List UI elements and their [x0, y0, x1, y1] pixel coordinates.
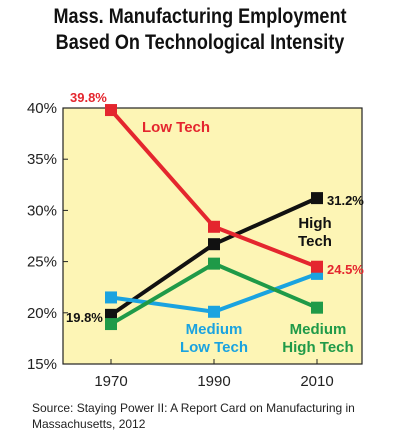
y-tick-label: 35% [27, 151, 57, 168]
source-note: Source: Staying Power II: A Report Card … [32, 401, 355, 431]
y-tick-label: 40% [27, 100, 57, 117]
chart-title: Mass. Manufacturing Employment Based On … [28, 4, 372, 56]
chart-title-line-1: Mass. Manufacturing Employment [53, 5, 347, 28]
data-point-medium-high-tech [208, 257, 220, 270]
data-point-medium-high-tech [311, 301, 323, 314]
series-label: Tech [298, 233, 332, 250]
chart-title-line-2: Based On Technological Intensity [55, 31, 345, 54]
y-tick-label: 25% [27, 254, 57, 271]
data-point-high-tech [208, 238, 220, 251]
data-point-medium-high-tech [105, 318, 117, 331]
y-tick-label: 30% [27, 202, 57, 219]
data-point-medium-low-tech [208, 305, 220, 318]
data-point-medium-low-tech [105, 291, 117, 304]
data-point-low-tech [105, 104, 117, 117]
data-label: 39.8% [70, 90, 107, 105]
series-label: Medium [290, 321, 347, 338]
data-label: 19.8% [66, 310, 103, 325]
x-tick-label: 2010 [300, 373, 333, 390]
y-tick-label: 20% [27, 305, 57, 322]
data-point-high-tech [105, 308, 117, 321]
data-point-low-tech [311, 260, 323, 273]
series-label: Low Tech [180, 339, 248, 356]
y-tick-label: 15% [27, 356, 57, 373]
series-label: Low Tech [142, 119, 210, 136]
series-label: High Tech [282, 339, 353, 356]
series-label: Medium [186, 321, 243, 338]
x-tick-label: 1970 [94, 373, 127, 390]
x-tick-label: 1990 [197, 373, 230, 390]
series-label: High [298, 215, 331, 232]
data-point-high-tech [311, 192, 323, 205]
data-label: 24.5% [327, 262, 364, 277]
data-point-low-tech [208, 220, 220, 233]
data-label: 31.2% [327, 193, 364, 208]
